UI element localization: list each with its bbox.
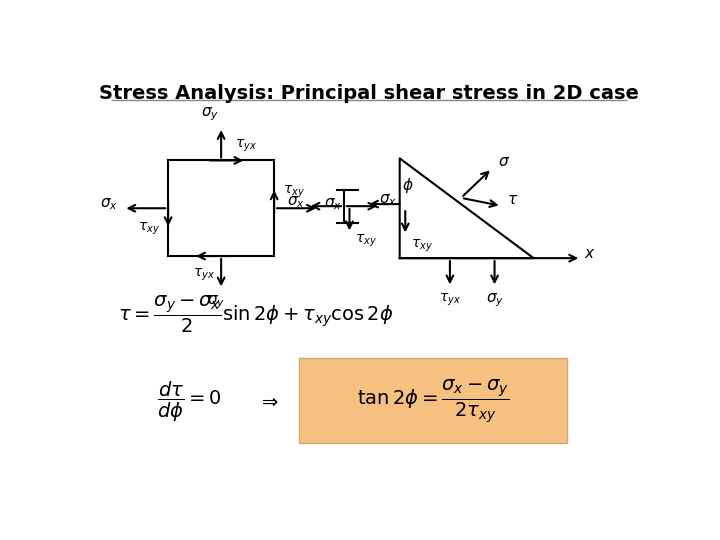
FancyBboxPatch shape [300, 358, 567, 443]
Text: $\tau$: $\tau$ [507, 192, 518, 207]
Text: $\sigma_y$: $\sigma_y$ [207, 293, 225, 311]
Text: $\tau_{xy}$: $\tau_{xy}$ [411, 238, 433, 254]
Text: $\sigma_x$: $\sigma_x$ [379, 192, 397, 208]
Text: $\tau_{xy}$: $\tau_{xy}$ [138, 221, 160, 237]
Text: $\Rightarrow$: $\Rightarrow$ [258, 392, 279, 411]
Bar [168, 160, 274, 256]
Text: $\sigma_x$: $\sigma_x$ [287, 194, 305, 210]
Text: $\phi$: $\phi$ [402, 176, 414, 195]
Text: Stress Analysis: Principal shear stress in 2D case: Stress Analysis: Principal shear stress … [99, 84, 639, 103]
Text: $\tau_{yx}$: $\tau_{yx}$ [439, 292, 461, 308]
Text: $\tan 2\phi = \dfrac{\sigma_x - \sigma_y}{2\tau_{xy}}$: $\tan 2\phi = \dfrac{\sigma_x - \sigma_y… [357, 378, 509, 426]
Text: $x$: $x$ [584, 246, 595, 261]
Text: $\tau_{xy}$: $\tau_{xy}$ [355, 233, 377, 249]
Text: $\dfrac{d\tau}{d\phi} = 0$: $\dfrac{d\tau}{d\phi} = 0$ [157, 380, 222, 424]
Text: $\sigma_y$: $\sigma_y$ [485, 292, 503, 309]
Text: $\sigma_x$: $\sigma_x$ [100, 196, 118, 212]
Text: $\sigma$: $\sigma$ [498, 154, 510, 169]
Text: $\tau_{yx}$: $\tau_{yx}$ [235, 138, 257, 154]
Text: $\tau_{xy}$: $\tau_{xy}$ [282, 184, 305, 200]
Text: $\sigma_x$: $\sigma_x$ [324, 196, 343, 212]
Text: $\tau_{yx}$: $\tau_{yx}$ [194, 266, 215, 283]
Text: $\tau = \dfrac{\sigma_y - \sigma_x}{2}\sin 2\phi + \tau_{xy}\cos 2\phi$: $\tau = \dfrac{\sigma_y - \sigma_x}{2}\s… [118, 294, 393, 335]
Text: $\sigma_y$: $\sigma_y$ [201, 105, 219, 123]
